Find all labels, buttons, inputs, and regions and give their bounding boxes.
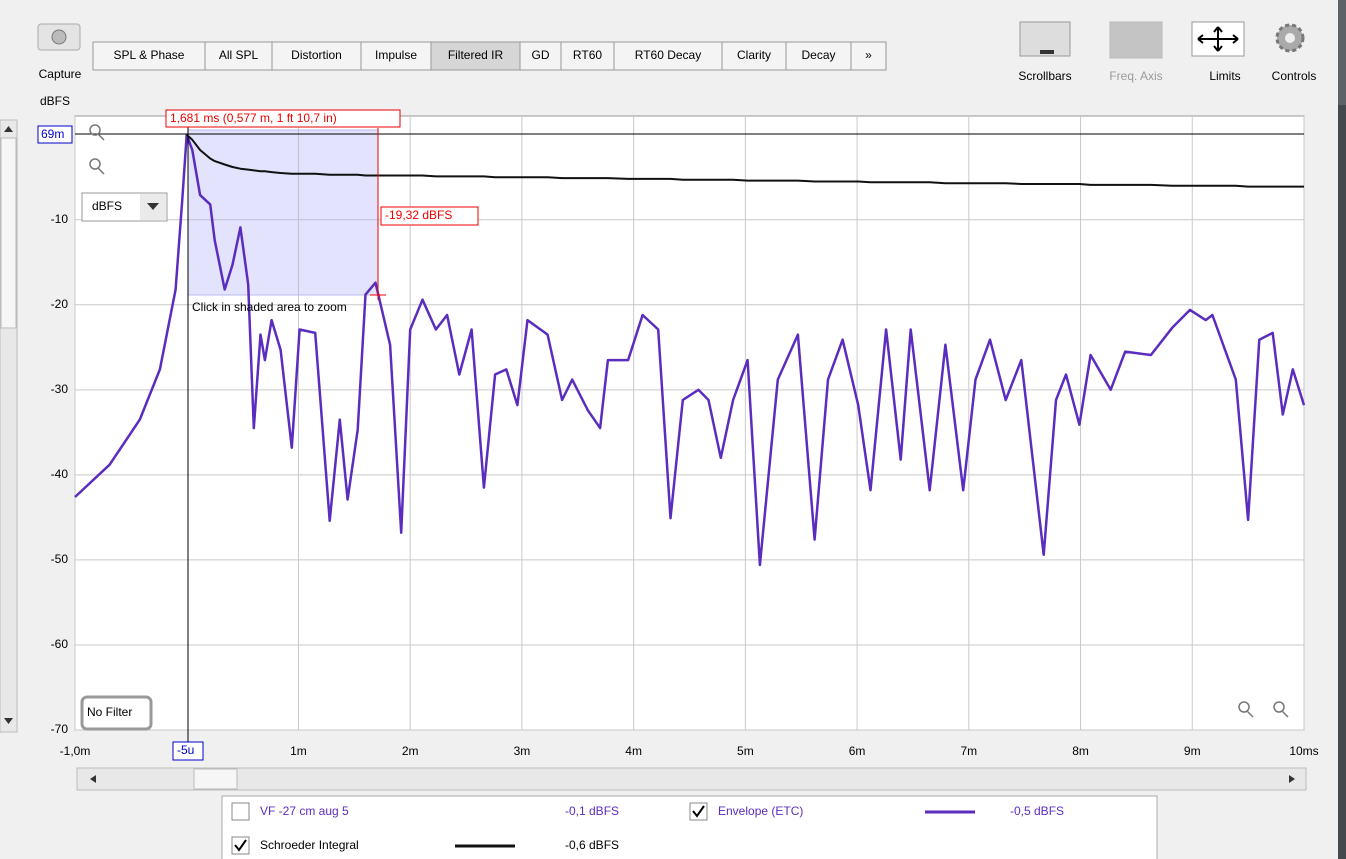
tab-label: Decay: [801, 48, 835, 62]
tab-label: RT60: [573, 48, 602, 62]
y-tick-label: -40: [51, 467, 69, 481]
y-tick-label: -50: [51, 552, 69, 566]
tab-label: Filtered IR: [448, 48, 504, 62]
h-scrollbar-thumb[interactable]: [193, 768, 238, 790]
y-tick-label: -20: [51, 297, 69, 311]
capture-button[interactable]: Capture: [37, 23, 82, 81]
x-tick-label: 10ms: [1289, 744, 1318, 758]
tab[interactable]: [613, 41, 723, 71]
zoom-selection[interactable]: [187, 129, 379, 296]
y-tick-label: -70: [51, 722, 69, 736]
zoom-out[interactable]: [89, 158, 101, 170]
zoom-in[interactable]: [89, 124, 101, 136]
x-tick-label: 2m: [402, 744, 419, 758]
legend-level: -0,5 dBFS: [1010, 804, 1064, 818]
x-tick-label: -1,0m: [60, 744, 91, 758]
tool-label: Limits: [1209, 69, 1240, 83]
tab[interactable]: [92, 41, 206, 71]
plot-area: [74, 115, 1305, 731]
freq-axis-icon: [1109, 21, 1163, 59]
cursor-time-box: [165, 109, 401, 128]
tab[interactable]: [560, 41, 615, 71]
checkbox[interactable]: [231, 802, 250, 821]
tab-label: Impulse: [375, 48, 417, 62]
cursor-time: 1,681 ms (0,577 m, 1 ft 10,7 in): [170, 111, 337, 125]
check: [234, 839, 247, 852]
tab-label: Clarity: [737, 48, 771, 62]
v-scrollbar-thumb[interactable]: [0, 137, 17, 329]
capture-label: Capture: [39, 67, 82, 81]
filter-box: [80, 695, 153, 731]
zoom-hint: Click in shaded area to zoom: [192, 300, 347, 314]
series-lines: [74, 133, 1306, 567]
x-tick-label: 9m: [1184, 744, 1201, 758]
x-tick-label: 5m: [737, 744, 754, 758]
x-readout-box: [172, 741, 204, 761]
series-line: [186, 133, 1304, 188]
x-tick-label: 3m: [514, 744, 531, 758]
x-tick-label: 4m: [625, 744, 642, 758]
x-tick-label: 7m: [960, 744, 977, 758]
units-dropdown[interactable]: dBFS: [81, 192, 168, 222]
tab[interactable]: [430, 41, 521, 71]
x-tick-label: 1m: [290, 744, 307, 758]
y-tick-label: -60: [51, 637, 69, 651]
zoom-in[interactable]: [1273, 701, 1285, 713]
cursor-level-box: [380, 206, 479, 226]
tool-scrollbars[interactable]: Scrollbars: [1018, 21, 1072, 83]
dropdown-value: dBFS: [92, 199, 122, 213]
tab-label: SPL & Phase: [114, 48, 185, 62]
tab-label: GD: [532, 48, 550, 62]
measurement-level: -0,1 dBFS: [565, 804, 619, 818]
tab-label: RT60 Decay: [635, 48, 701, 62]
tool-label: Scrollbars: [1018, 69, 1071, 83]
window-edge-top: [1338, 0, 1346, 105]
series-line: [74, 133, 1306, 567]
tool-limits[interactable]: Limits: [1191, 21, 1245, 83]
y-readout: 69m: [41, 127, 64, 141]
camera-lens: [51, 29, 67, 45]
window-edge: [1338, 0, 1346, 859]
tool-label: Freq. Axis: [1109, 69, 1162, 83]
tab-bar: SPL & Phase All SPL Distortion Impulse Filte…: [92, 41, 887, 71]
measurement-name: VF -27 cm aug 5: [260, 804, 349, 818]
filter-label: No Filter: [87, 705, 132, 719]
tab[interactable]: [850, 41, 887, 71]
cursor-level: -19,32 dBFS: [385, 208, 452, 222]
legend-level: -0,6 dBFS: [565, 838, 619, 852]
tab-label: Distortion: [291, 48, 342, 62]
zoom-handles: [97, 133, 1289, 718]
legend-entry: Schroeder Integral: [260, 838, 359, 852]
x-tick-label: 6m: [849, 744, 866, 758]
y-axis-label: dBFS: [40, 94, 70, 108]
limits-arrows: [1197, 26, 1239, 52]
tab-label: All SPL: [219, 48, 259, 62]
h-scrollbar[interactable]: [76, 767, 1307, 791]
tab[interactable]: [519, 41, 562, 71]
tab[interactable]: [721, 41, 787, 71]
filter-button[interactable]: No Filter: [80, 695, 153, 731]
dropdown-arrow: [147, 203, 159, 210]
zoom-out[interactable]: [1238, 701, 1250, 713]
legend-entry: Envelope (ETC): [718, 804, 803, 818]
zoom-icons[interactable]: [89, 124, 1289, 718]
x-tick-label: 8m: [1072, 744, 1089, 758]
tool-label: Controls: [1272, 69, 1317, 83]
tab[interactable]: [360, 41, 432, 71]
scrollbars-icon-thumb: [1040, 50, 1054, 54]
check: [692, 805, 705, 818]
tab[interactable]: [204, 41, 273, 71]
x-readout: -5u: [177, 743, 194, 757]
tab[interactable]: [785, 41, 852, 71]
tab-label: »: [865, 48, 872, 62]
grid: [74, 116, 1305, 731]
y-readout-box: [37, 125, 73, 144]
y-tick-label: -30: [51, 382, 69, 396]
gear-hole: [1285, 33, 1295, 43]
tool-freq-axis[interactable]: Freq. Axis: [1109, 21, 1163, 83]
y-tick-label: -10: [51, 212, 69, 226]
tool-controls[interactable]: Controls: [1272, 23, 1317, 83]
